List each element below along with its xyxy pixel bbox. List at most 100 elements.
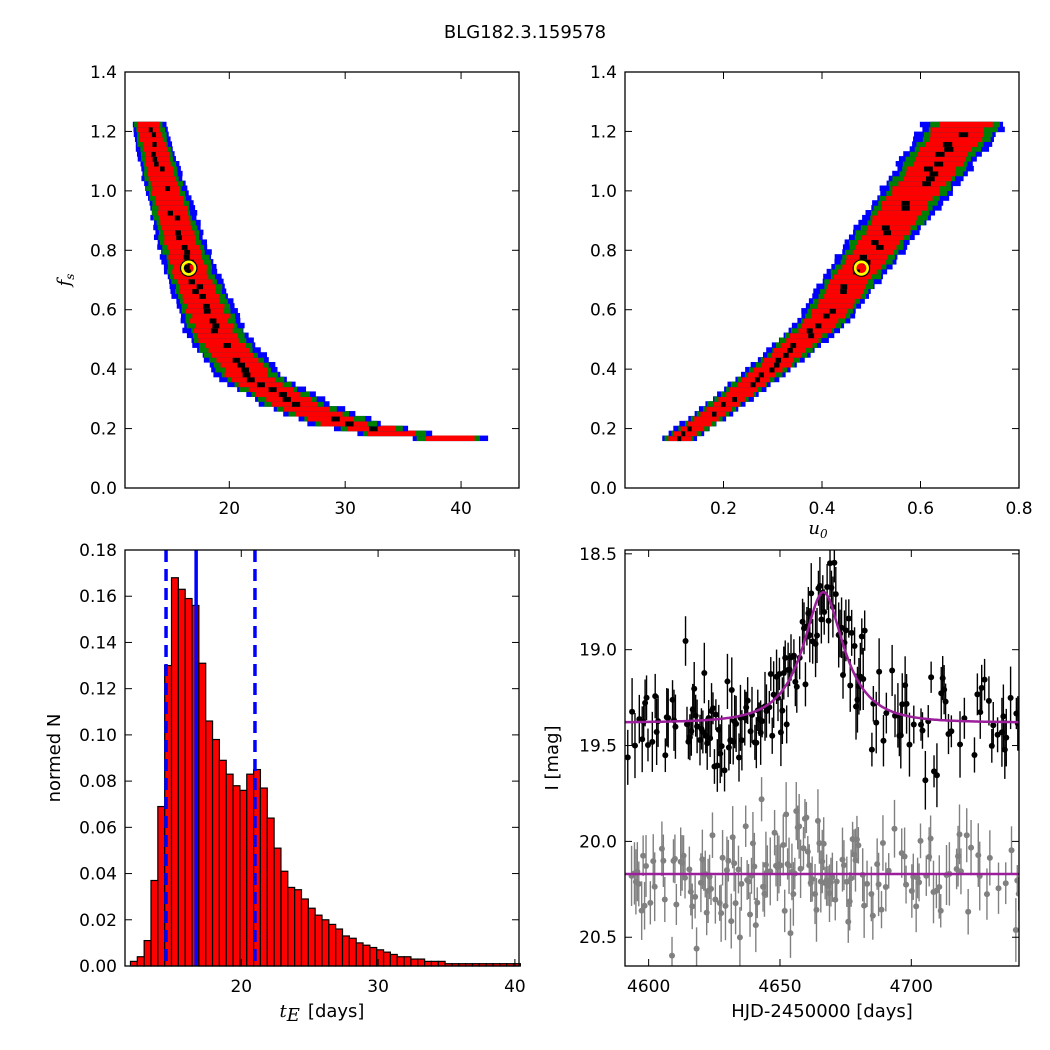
histogram-bar bbox=[260, 788, 267, 966]
observed-point bbox=[739, 737, 745, 743]
secondary-point bbox=[883, 884, 889, 890]
histogram-bar bbox=[431, 961, 438, 966]
tr-best-cell bbox=[883, 230, 891, 236]
tr-sigma1-cell bbox=[829, 279, 867, 285]
tl-best-cell bbox=[199, 293, 206, 299]
tl-ytick-label: 0.4 bbox=[90, 360, 117, 380]
tl-sigma1-cell bbox=[155, 200, 183, 206]
observed-point bbox=[724, 678, 730, 684]
bl-ytick-label: 0.14 bbox=[79, 633, 117, 653]
observed-point bbox=[876, 669, 882, 675]
observed-point bbox=[733, 721, 739, 727]
tr-best-cell bbox=[922, 181, 931, 187]
observed-point bbox=[906, 742, 912, 748]
tl-sigma1-cell bbox=[307, 416, 354, 422]
secondary-point bbox=[642, 903, 648, 909]
tr-ytick-label: 0.8 bbox=[590, 241, 617, 261]
observed-point bbox=[957, 741, 963, 747]
tl-best-cell bbox=[182, 244, 188, 250]
secondary-point bbox=[751, 863, 757, 869]
observed-point bbox=[782, 655, 788, 661]
tl-sigma1-cell bbox=[161, 225, 192, 231]
secondary-point bbox=[938, 908, 944, 914]
secondary-point bbox=[718, 910, 724, 916]
br-ylabel: I [mag] bbox=[542, 725, 563, 790]
tl-best-cell bbox=[176, 235, 182, 241]
tr-sigma1-cell bbox=[790, 333, 823, 339]
observed-point bbox=[701, 670, 707, 676]
tr-best-cell bbox=[935, 151, 944, 157]
observed-point bbox=[649, 739, 655, 745]
tl-best-cell bbox=[203, 303, 210, 309]
tl-sigma1-cell bbox=[212, 352, 253, 358]
secondary-point bbox=[987, 855, 993, 861]
tr-sigma1-cell bbox=[730, 387, 757, 393]
bl-xtick-label: 30 bbox=[367, 977, 389, 997]
tr-ytick-label: 0.6 bbox=[590, 301, 617, 321]
tl-sigma1-cell bbox=[321, 421, 368, 427]
bl-ytick-label: 0.16 bbox=[79, 587, 117, 607]
secondary-point bbox=[864, 881, 870, 887]
tr-best-cell bbox=[840, 284, 847, 290]
tl-best-cell bbox=[154, 161, 159, 167]
panel-top-right: 0.2 0.4 0.6 0.80.00.20.40.60.81.01.21.4 u0 bbox=[590, 63, 1033, 541]
tr-ytick-label: 0.4 bbox=[590, 360, 617, 380]
tl-sigma1-cell bbox=[151, 181, 178, 187]
secondary-point bbox=[753, 922, 759, 928]
tl-best-cell bbox=[204, 308, 211, 314]
histogram-bar bbox=[185, 599, 192, 966]
histogram-bar bbox=[130, 961, 137, 966]
tl-sigma1-cell bbox=[183, 298, 220, 304]
secondary-point bbox=[891, 826, 897, 832]
tl-sigma1-cell bbox=[192, 313, 230, 319]
tl-sigma1-cell bbox=[159, 215, 189, 221]
secondary-point bbox=[841, 862, 847, 868]
secondary-point bbox=[996, 885, 1002, 891]
observed-point bbox=[928, 674, 934, 680]
histogram-bar bbox=[219, 760, 226, 966]
tl-best-cell bbox=[269, 387, 277, 393]
tl-sigma1-cell bbox=[160, 220, 190, 226]
tr-sigma1-cell bbox=[694, 416, 718, 422]
secondary-point bbox=[786, 863, 792, 869]
bl-ytick-label: 0.12 bbox=[79, 680, 117, 700]
observed-point bbox=[948, 728, 954, 734]
tl-sigma1-cell bbox=[143, 146, 167, 152]
br-xtick-label: 4650 bbox=[758, 977, 801, 997]
histogram-bar bbox=[226, 774, 233, 966]
secondary-point bbox=[652, 884, 658, 890]
tl-best-cell bbox=[212, 323, 219, 329]
secondary-point bbox=[965, 909, 971, 915]
histogram-bar bbox=[390, 954, 397, 966]
br-xtick-label: 4600 bbox=[627, 977, 670, 997]
observed-point bbox=[713, 712, 719, 718]
tl-best-cell bbox=[152, 141, 156, 147]
secondary-point bbox=[662, 897, 668, 903]
observed-point bbox=[814, 632, 820, 638]
histogram-bar bbox=[247, 774, 254, 966]
observed-point bbox=[759, 718, 765, 724]
tl-sigma1-cell bbox=[284, 406, 330, 412]
observed-point bbox=[859, 633, 865, 639]
observed-point bbox=[1008, 695, 1014, 701]
secondary-point bbox=[1009, 847, 1015, 853]
tr-xtick-label: 0.8 bbox=[1005, 499, 1032, 519]
secondary-point bbox=[722, 903, 728, 909]
tl-ytick-label: 1.4 bbox=[90, 63, 117, 83]
tl-ytick-label: 0.2 bbox=[90, 420, 117, 440]
secondary-point bbox=[780, 842, 786, 848]
tr-best-cell bbox=[840, 288, 847, 294]
histogram-bar bbox=[137, 957, 144, 966]
secondary-point bbox=[918, 838, 924, 844]
tr-ytick-label: 1.4 bbox=[590, 63, 617, 83]
observed-point bbox=[880, 738, 886, 744]
tr-sigma1-cell bbox=[892, 186, 939, 192]
histogram-bar bbox=[240, 790, 247, 966]
tr-best-cell bbox=[776, 357, 781, 363]
secondary-point bbox=[1013, 927, 1019, 933]
tr-sigma1-cell bbox=[817, 303, 853, 309]
tr-best-cell bbox=[943, 141, 952, 147]
secondary-point bbox=[731, 860, 737, 866]
tr-best-cell bbox=[790, 342, 796, 348]
observed-point bbox=[779, 708, 785, 714]
